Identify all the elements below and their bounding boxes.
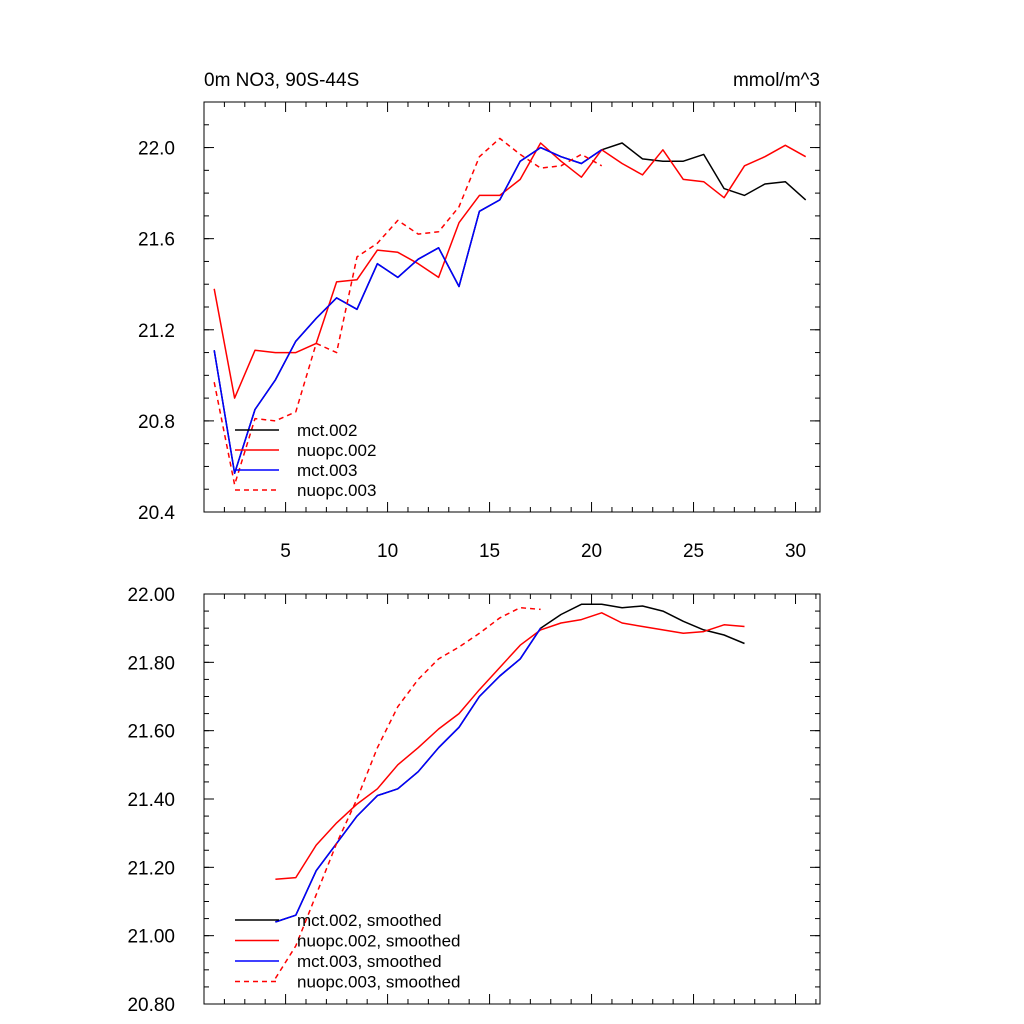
bottom-series-mct-002-smoothed [275, 603, 745, 923]
top-xtick-label: 25 [683, 541, 704, 562]
top-xtick-label: 15 [479, 541, 500, 562]
top-xtick-label: 10 [377, 541, 398, 562]
bottom-ytick-label: 21.20 [127, 858, 175, 879]
top-legend-label: mct.002 [297, 421, 357, 440]
top-panel-units: mmol/m^3 [733, 70, 820, 91]
bottom-panel-ticks: 20.80 21.00 21.20 21.40 21.60 21.80 22.00 [127, 585, 820, 1016]
top-panel-series [213, 137, 807, 486]
top-xtick-label: 30 [785, 541, 806, 562]
bottom-legend-label: mct.002, smoothed [297, 911, 442, 930]
bottom-panel-series [274, 603, 745, 979]
bottom-series-nuopc-002-smoothed [275, 612, 745, 881]
top-series-mct-003 [213, 146, 603, 475]
top-ytick-label: 20.4 [138, 503, 175, 524]
top-ytick-label: 20.8 [138, 412, 175, 433]
bottom-ytick-label: 21.40 [127, 790, 175, 811]
top-ytick-label: 21.6 [138, 230, 175, 251]
top-legend-label: mct.003 [297, 461, 357, 480]
top-ytick-label: 21.2 [138, 321, 175, 342]
top-xtick-label: 5 [280, 541, 291, 562]
bottom-legend-label: nuopc.003, smoothed [297, 973, 461, 992]
top-legend-label: nuopc.003 [297, 481, 376, 500]
bottom-ytick-label: 21.60 [127, 722, 175, 743]
bottom-legend-label: nuopc.002, smoothed [297, 932, 461, 951]
top-legend-label: nuopc.002 [297, 441, 376, 460]
bottom-legend-label: mct.003, smoothed [297, 952, 442, 971]
top-series-nuopc-002 [213, 142, 807, 399]
bottom-ytick-label: 21.00 [127, 927, 175, 948]
bottom-panel-legend: mct.002, smoothed nuopc.002, smoothedmct.… [235, 911, 461, 992]
bottom-ytick-label: 20.80 [127, 995, 175, 1016]
bottom-series-mct-003-smoothed [275, 627, 542, 923]
top-panel-title: 0m NO3, 90S-44S [204, 70, 359, 91]
top-panel: 0m NO3, 90S-44S mmol/m^3 20.4 20.8 21.2 21.… [138, 70, 821, 562]
bottom-panel: 20.80 21.00 21.20 21.40 21.60 21.80 22.00 mct.… [127, 585, 821, 1016]
top-xtick-label: 20 [581, 541, 602, 562]
top-panel-ticks: 20.4 20.8 21.2 21.6 22.0 5 10 15 20 25 30 [138, 101, 820, 562]
bottom-ytick-label: 22.00 [127, 585, 175, 606]
top-ytick-label: 22.0 [138, 139, 175, 160]
bottom-ytick-label: 21.80 [127, 653, 175, 674]
top-series-nuopc-003 [213, 137, 603, 486]
bottom-series-nuopc-003-smoothed [274, 606, 541, 979]
